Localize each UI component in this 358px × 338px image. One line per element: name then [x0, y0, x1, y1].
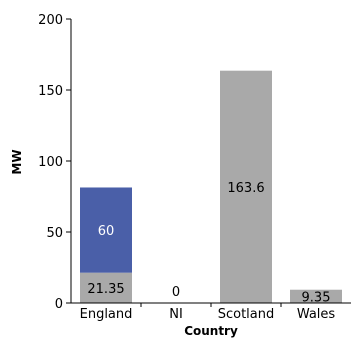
plot-area: [80, 70, 342, 303]
y-tick-label: 200: [38, 13, 63, 28]
bar-england-blue: [80, 187, 132, 273]
x-tick-label-wales: Wales: [297, 307, 336, 322]
y-axis-title: MW: [10, 149, 24, 174]
data-label-scotland-grey: 163.6: [227, 181, 264, 196]
x-tick-label-scotland: Scotland: [218, 307, 275, 322]
axes: 0 50 100 150 200 England NI Scotland Wales: [38, 13, 351, 322]
data-label-england-blue: 60: [98, 224, 115, 239]
data-label-ni-grey: 0: [172, 285, 180, 300]
x-axis-title: Country: [184, 324, 238, 338]
x-tick-label-england: England: [80, 307, 133, 322]
bar-england-grey: [80, 272, 132, 303]
y-tick-label: 100: [38, 155, 63, 170]
y-tick-label: 150: [38, 84, 63, 99]
y-tick-label: 50: [46, 226, 63, 241]
data-label-wales-grey: 9.35: [302, 290, 331, 305]
data-label-england-grey: 21.35: [87, 282, 124, 297]
data-labels: 21.35 60 0 163.6 9.35: [87, 181, 330, 306]
bar-scotland-grey: [220, 70, 272, 303]
x-tick-label-ni: NI: [169, 307, 183, 322]
y-tick-label: 0: [55, 297, 63, 312]
bar-wales-grey: [290, 289, 342, 303]
